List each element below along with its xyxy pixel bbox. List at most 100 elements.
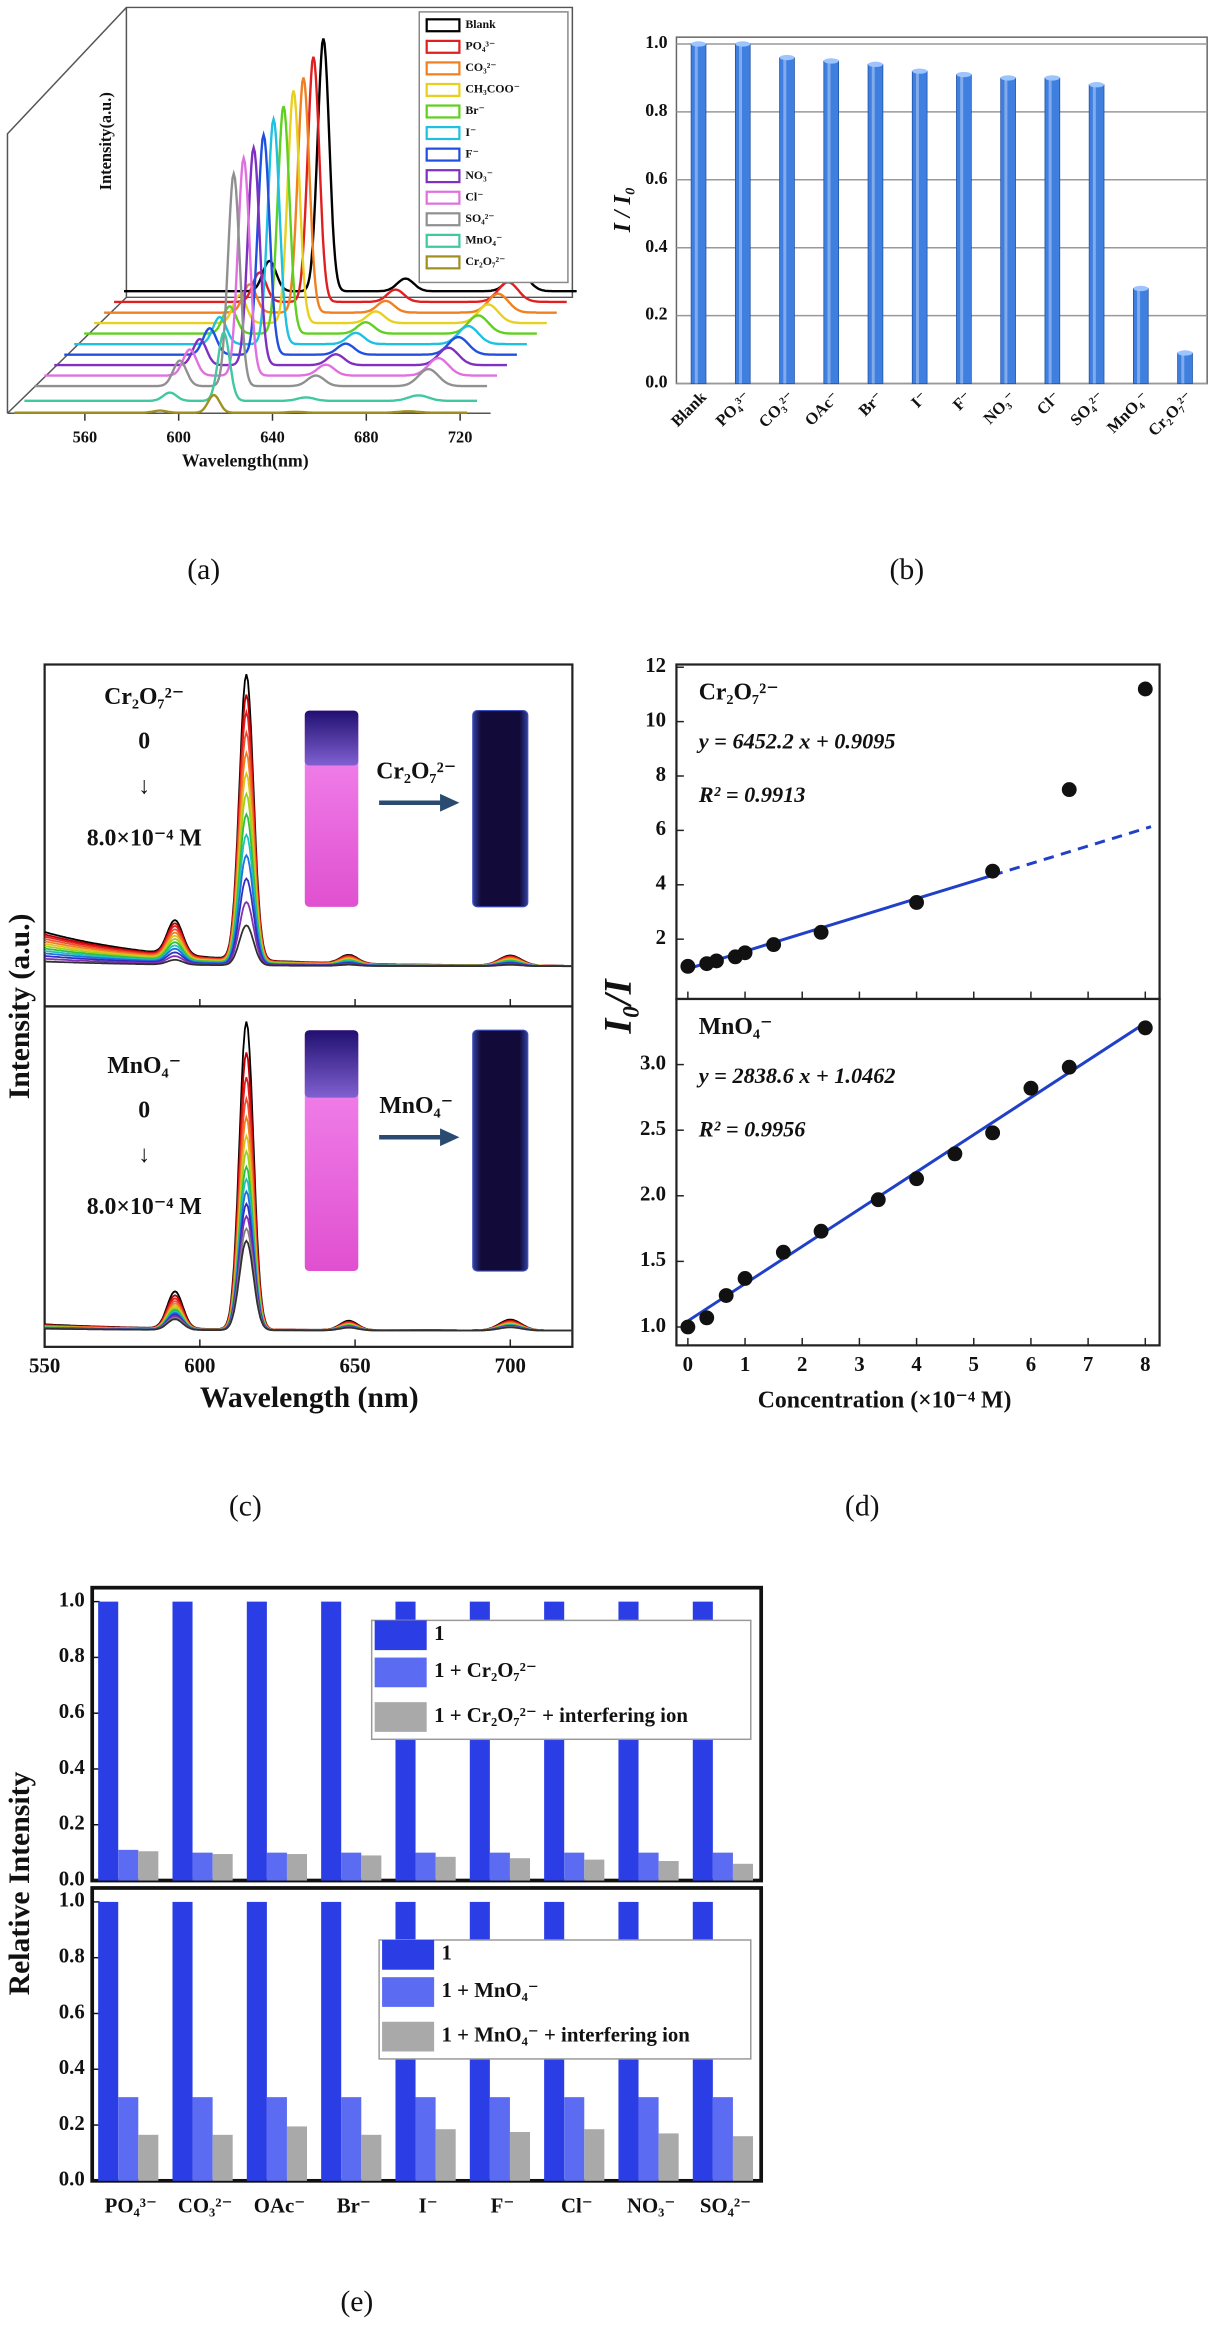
annotation: MnO₄⁻ [107,1053,181,1079]
x-tick-label: 640 [260,427,285,446]
point [909,895,925,910]
bar [956,74,972,384]
y-axis-label: Intensity(a.u.) [96,92,115,190]
point [737,1271,753,1286]
bar-shine [694,43,698,384]
legend-label: 1 + MnO₄⁻ + interfering ion [442,2022,691,2046]
y-tick-label: 0.2 [59,2111,85,2135]
fit-extrapolation [992,825,1152,877]
bar-top [735,41,751,47]
y-tick-label: 0.8 [645,100,667,120]
legend-label: CH₃COO⁻ [465,82,520,96]
vial-dark [472,1029,529,1272]
annotation: ↓ [138,773,150,799]
bar [732,1863,753,1881]
arrow-head [440,793,460,812]
legend-label: CO₃²⁻ [465,60,496,74]
bar-top [956,71,972,78]
x-tick-label: 1 [740,1352,750,1376]
bar-shine [827,60,831,384]
legend-swatch [374,1702,427,1732]
y-tick-label: 2.0 [640,1182,666,1206]
x-tick-label: PO₄³⁻ [105,2193,157,2217]
x-tick-label: 3 [854,1352,864,1376]
y-tick-label: 0.4 [645,236,667,256]
x-tick-label: 700 [495,1353,526,1377]
y-tick-label: 6 [656,816,666,840]
y-tick-label: 0.8 [59,1643,85,1667]
bar [638,2097,659,2181]
point [737,945,753,961]
bar [172,1901,193,2181]
legend-label: SO₄²⁻ [465,211,494,225]
bar [1177,352,1193,384]
bar [564,2097,585,2181]
point [1061,782,1077,798]
legend-swatch [374,1657,427,1688]
panel-label: (b) [890,554,925,586]
bar-top [691,41,706,47]
bar-top [823,58,839,64]
y-axis-label: I₀/I [597,977,639,1034]
bar [321,1601,342,1881]
bar [1133,288,1149,384]
point [1023,1080,1039,1096]
bar [712,1852,733,1881]
legend-label: 1 [442,1941,452,1965]
y-tick-label: 2 [656,925,666,949]
point [680,958,696,974]
y-tick-label: 8 [656,762,666,786]
x-tick-label: OAc⁻ [254,2193,305,2217]
bar [435,1856,456,1881]
legend-swatch [425,39,461,54]
vial-dark [472,709,529,908]
bar-shine [1092,84,1096,384]
bar-top [868,61,883,68]
legend-swatch [425,190,461,205]
point [870,1192,886,1208]
bar-top [912,68,928,74]
legend [418,11,569,284]
legend-swatch [425,82,461,97]
bar [489,1852,510,1881]
bar [341,1852,362,1881]
bar-shine [1181,352,1185,384]
panel-label: (c) [229,1491,262,1523]
y-tick-label: 0.4 [59,2055,86,2079]
bar [138,2134,159,2181]
legend-label: Blank [465,17,496,31]
y-tick-label: 0.6 [59,1699,85,1723]
bar-top [1089,82,1105,88]
fit-r2: R² = 0.9956 [698,1116,807,1141]
legend-label: 1 + MnO₄⁻ [442,1978,539,2002]
y-tick-label: 1.0 [645,32,667,52]
spectrum [14,393,468,414]
bar [732,2136,753,2181]
bar [779,57,795,384]
x-tick-label: Cl⁻ [561,2193,593,2217]
point [1137,681,1153,697]
bar [266,2097,287,2181]
y-tick-label: 10 [645,707,666,731]
bar [172,1601,193,1881]
x-tick-label: NO₃⁻ [627,2193,675,2217]
bar [509,2132,531,2181]
point [813,924,829,940]
legend-label: 1 + Cr₂O₇²⁻ + interfering ion [434,1703,688,1727]
bar-top [1044,75,1060,81]
spectrum [24,330,478,402]
legend-swatch [382,2021,435,2052]
point [1061,1059,1077,1075]
y-tick-label: 0.6 [645,168,667,188]
bar [584,2129,605,2181]
legend [370,1619,752,1741]
bar-shine [739,43,743,384]
point [775,1244,791,1260]
point [766,937,782,953]
legend-swatch [425,212,461,227]
bar [1000,77,1016,384]
y-tick-label: 3.0 [640,1050,666,1074]
bar-shine [1004,77,1008,384]
